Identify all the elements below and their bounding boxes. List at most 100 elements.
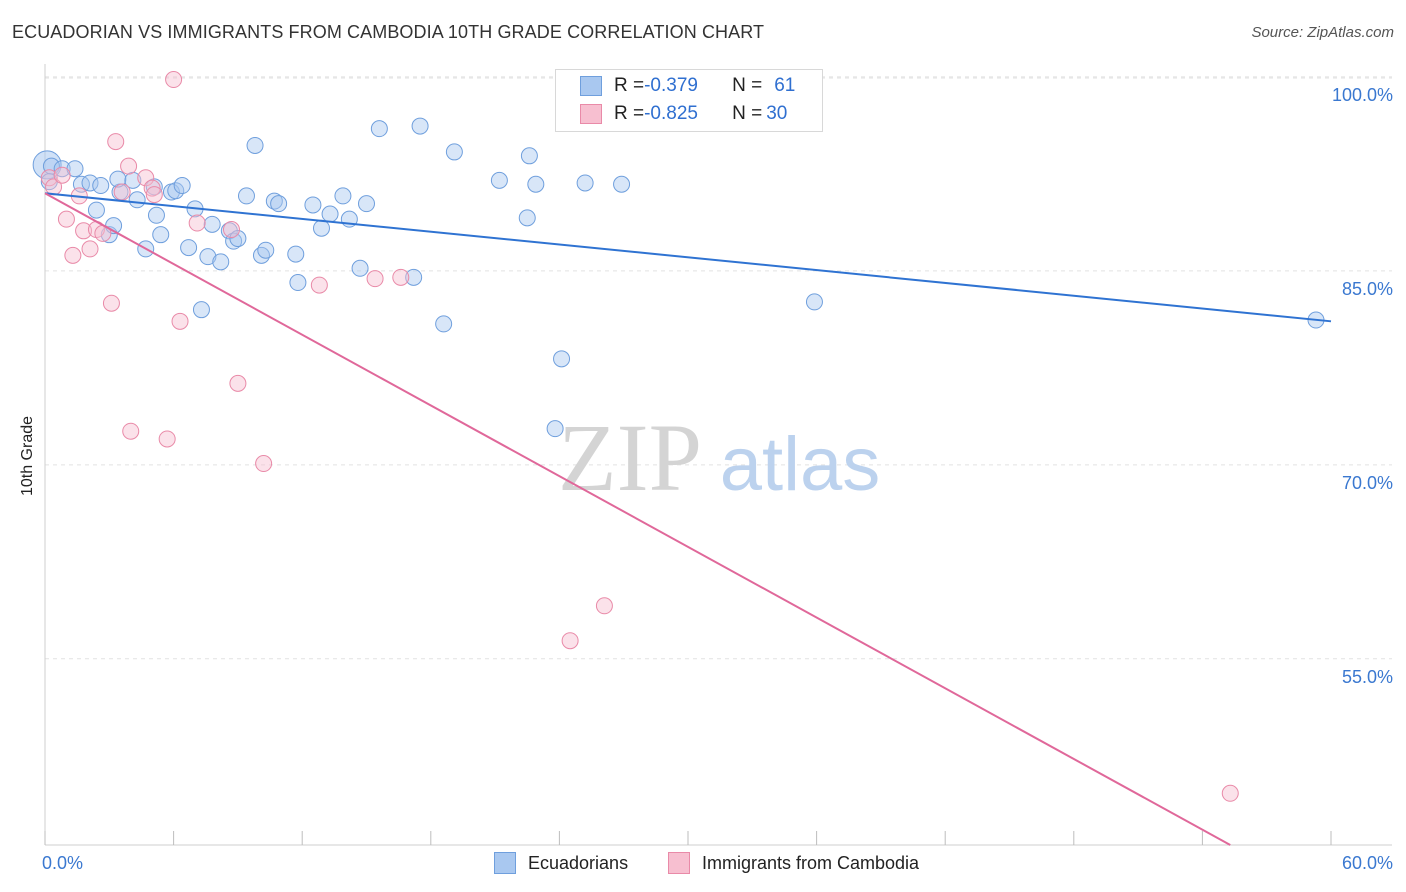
data-point	[57, 210, 75, 228]
data-point	[520, 147, 538, 165]
chart-title: ECUADORIAN VS IMMIGRANTS FROM CAMBODIA 1…	[12, 22, 765, 42]
data-point	[1221, 784, 1239, 802]
data-point	[392, 268, 410, 286]
data-point	[229, 230, 247, 248]
data-point	[270, 195, 288, 213]
data-point	[229, 374, 247, 392]
data-point	[351, 259, 369, 277]
legend-row-ecuadorians: R = -0.379 N = 61	[580, 74, 795, 98]
data-point	[173, 177, 191, 195]
data-point	[120, 157, 138, 175]
data-point	[40, 169, 58, 187]
legend-n-label: N =	[732, 103, 763, 124]
data-point	[171, 312, 189, 330]
data-point	[92, 177, 110, 195]
trend-line	[44, 192, 1231, 846]
data-point	[411, 117, 429, 135]
data-point	[366, 270, 384, 288]
data-point	[212, 253, 230, 271]
data-point	[304, 196, 322, 214]
data-point	[237, 187, 255, 205]
data-point	[255, 455, 273, 473]
trend-line	[44, 192, 1332, 323]
data-point	[518, 209, 536, 227]
y-tick-label: 70.0%	[1342, 473, 1393, 493]
data-point	[546, 420, 564, 438]
data-point	[102, 294, 120, 312]
legend-swatch-pink	[580, 104, 602, 124]
data-point	[561, 632, 579, 650]
legend-r-value: -0.379	[644, 75, 698, 96]
data-point	[257, 241, 275, 259]
data-point	[64, 246, 82, 264]
data-point	[192, 301, 210, 319]
data-point	[143, 179, 161, 197]
legend-row-cambodia: R = -0.825 N = 30	[580, 102, 787, 126]
legend-n-value: 61	[774, 75, 796, 96]
data-point	[321, 205, 339, 223]
trend-lines	[44, 192, 1332, 846]
data-point	[613, 175, 631, 193]
y-tick-label: 100.0%	[1332, 85, 1393, 105]
data-point	[595, 597, 613, 615]
data-point	[75, 222, 93, 240]
series-ecuadorians	[32, 117, 1325, 438]
series-cambodia	[40, 71, 1239, 802]
data-point	[553, 350, 571, 368]
y-tick-label: 85.0%	[1342, 279, 1393, 299]
legend-r-label: R =	[614, 75, 645, 96]
watermark-atlas: atlas	[720, 422, 881, 507]
data-point	[165, 71, 183, 89]
bottom-legend: Ecuadorians Immigrants from Cambodia	[0, 852, 1406, 878]
gridlines	[45, 76, 1392, 660]
data-point	[435, 315, 453, 333]
data-point	[81, 174, 99, 192]
legend-swatch-pink	[668, 852, 690, 874]
data-point	[203, 215, 221, 233]
stats-legend: R = -0.379 N = 61 R = -0.825 N = 30	[555, 69, 823, 132]
data-point	[358, 195, 375, 213]
watermark: ZIP atlas	[558, 404, 880, 511]
data-point	[87, 201, 105, 219]
data-point	[109, 170, 127, 188]
data-point	[334, 187, 352, 205]
data-point	[405, 268, 423, 286]
legend-r-label: R =	[614, 103, 645, 124]
legend-label-cambodia: Immigrants from Cambodia	[702, 852, 920, 873]
x-tick-label: 0.0%	[42, 853, 83, 873]
data-point	[490, 171, 508, 189]
legend-n-label: N =	[732, 75, 763, 96]
axes	[44, 64, 1392, 846]
legend-item-ecuadorians: Ecuadorians	[494, 852, 628, 874]
data-point	[137, 169, 155, 187]
data-point	[576, 174, 594, 192]
legend-n-value: 30	[766, 103, 788, 124]
data-point	[246, 136, 264, 154]
y-tick-label: 55.0%	[1342, 667, 1393, 687]
data-point	[53, 166, 71, 184]
axis-ticks: 55.0% 70.0% 85.0% 100.0% 0.0% 60.0%	[42, 85, 1393, 873]
data-point	[188, 214, 206, 232]
data-point	[289, 274, 307, 292]
legend-swatch-blue	[580, 76, 602, 96]
legend-swatch-blue	[494, 852, 516, 874]
x-tick-label: 60.0%	[1342, 853, 1393, 873]
data-point	[370, 120, 388, 138]
data-point	[287, 245, 305, 263]
data-point	[145, 186, 163, 204]
data-point	[180, 239, 198, 257]
legend-r-value: -0.825	[644, 103, 698, 124]
data-point	[199, 248, 217, 266]
data-point	[107, 133, 125, 151]
data-point	[122, 422, 140, 440]
data-point	[152, 226, 170, 244]
source-credit: Source: ZipAtlas.com	[1251, 24, 1394, 41]
data-point	[312, 219, 330, 237]
data-point	[158, 430, 176, 448]
data-point	[81, 240, 99, 258]
data-point	[53, 160, 71, 178]
data-point	[805, 293, 823, 311]
data-point	[445, 143, 463, 161]
legend-label-ecuadorians: Ecuadorians	[528, 852, 629, 873]
